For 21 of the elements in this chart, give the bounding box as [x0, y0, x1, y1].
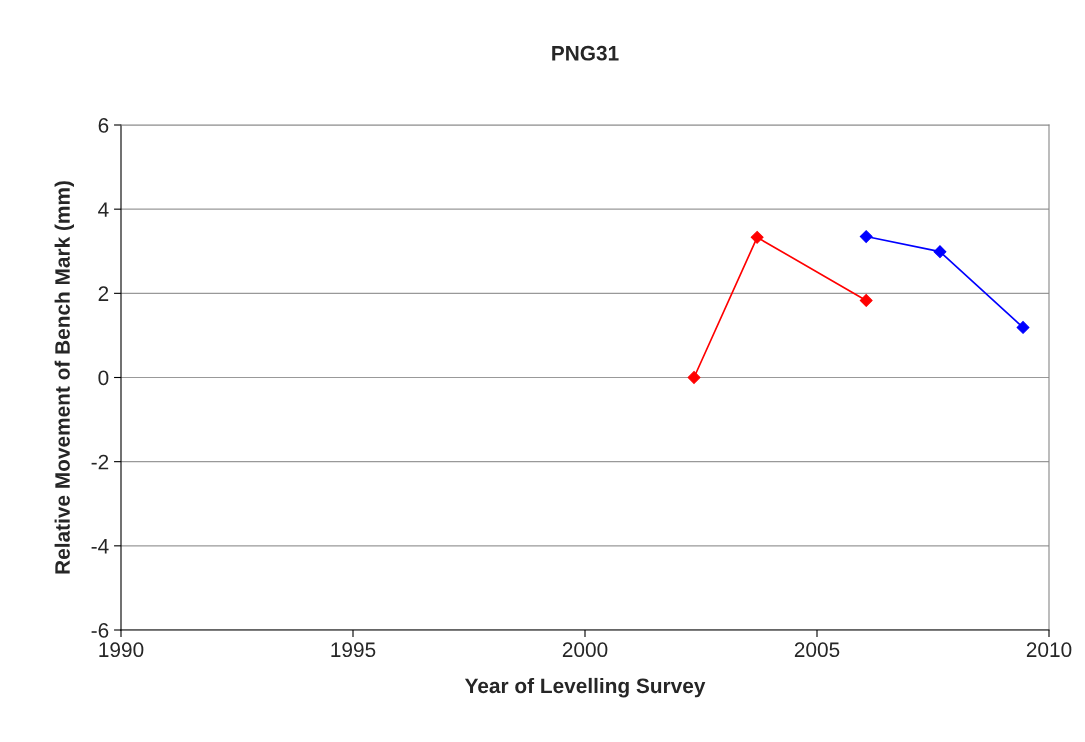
- point: [859, 230, 873, 243]
- x-tick-label: 2005: [794, 642, 840, 658]
- y-tick-label: 0: [98, 370, 109, 386]
- y-axis-title: Relative Movement of Bench Mark (mm): [54, 181, 75, 574]
- x-axis-title: Year of Levelling Survey: [464, 677, 706, 698]
- y-tick-label: -4: [91, 539, 109, 554]
- point: [1016, 321, 1030, 334]
- y-tick-label: -2: [91, 454, 109, 470]
- chart-title: PNG31: [552, 45, 619, 61]
- y-tick-label: 4: [98, 202, 109, 217]
- y-tick-label: 2: [98, 286, 109, 301]
- x-tick-label: 1995: [331, 642, 376, 658]
- point: [750, 230, 764, 244]
- point: [687, 371, 701, 384]
- point: [859, 294, 873, 307]
- x-tick-label: 1990: [99, 642, 144, 658]
- y-tick-label: 6: [98, 118, 109, 133]
- y-tick-label: -6: [91, 623, 109, 638]
- x-tick-label: 2000: [562, 642, 608, 658]
- point: [933, 245, 947, 259]
- x-tick-label: 2010: [1026, 642, 1072, 658]
